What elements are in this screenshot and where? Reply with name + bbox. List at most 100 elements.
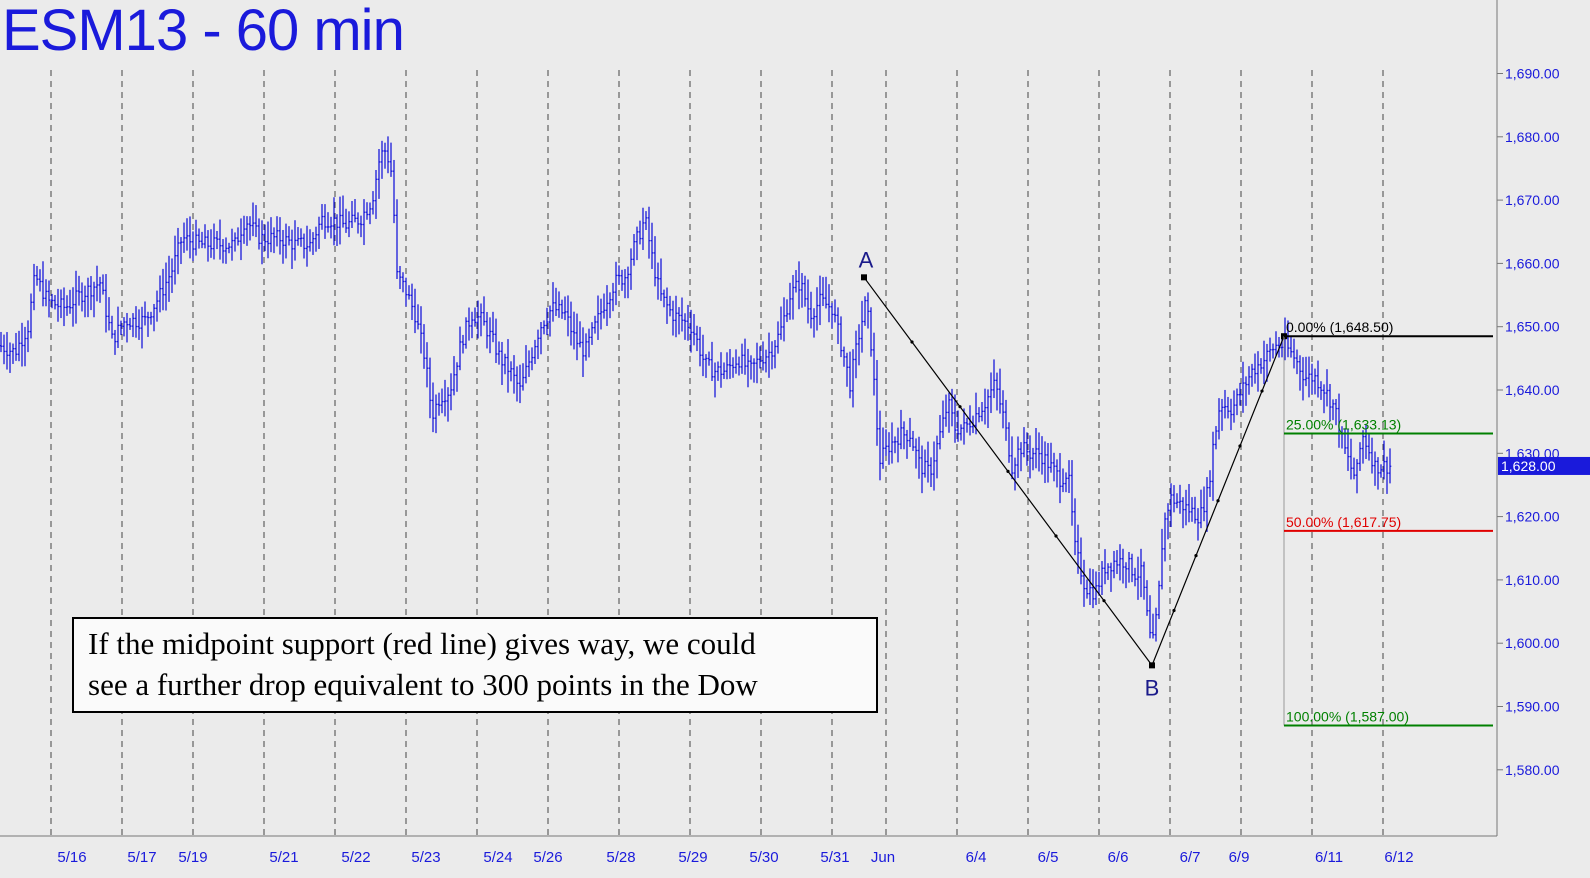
- price-bar: [659, 258, 663, 301]
- price-bar: [647, 206, 651, 259]
- price-bar: [1163, 512, 1167, 562]
- price-bar: [911, 430, 915, 451]
- price-bar: [425, 342, 429, 388]
- price-bar: [1304, 356, 1308, 387]
- price-bar: [698, 326, 702, 367]
- price-bar: [1250, 363, 1254, 387]
- price-bar: [440, 388, 444, 414]
- price-bar: [680, 297, 684, 332]
- price-bar: [122, 317, 126, 337]
- price-bar: [1178, 484, 1182, 514]
- wave-dot: [1238, 444, 1242, 448]
- price-bar: [674, 295, 678, 338]
- price-bar: [368, 202, 372, 225]
- price-bar: [290, 229, 294, 269]
- x-tick-label: 6/12: [1384, 849, 1413, 866]
- price-bar: [734, 349, 738, 374]
- price-bar: [1331, 399, 1335, 421]
- price-bar: [398, 265, 402, 290]
- price-bar: [1349, 438, 1353, 480]
- price-bar: [1220, 398, 1224, 431]
- price-bar: [188, 216, 192, 259]
- price-bar: [1382, 440, 1386, 480]
- price-bar: [185, 218, 189, 251]
- price-bar: [83, 285, 87, 318]
- price-bar: [1211, 431, 1215, 501]
- price-bar: [287, 226, 291, 246]
- price-bar: [554, 287, 558, 317]
- price-bar: [671, 300, 675, 336]
- price-bar: [1247, 366, 1251, 395]
- last-price-marker: [1498, 456, 1590, 475]
- price-bar: [254, 205, 258, 238]
- price-bar: [1265, 343, 1269, 382]
- y-tick-label: 1,620.00: [1505, 509, 1560, 525]
- price-bar: [1322, 384, 1326, 414]
- price-bar: [560, 299, 564, 319]
- price-bar: [1130, 553, 1134, 583]
- price-bar: [1361, 430, 1365, 464]
- price-bar: [875, 359, 879, 446]
- price-bar: [770, 341, 774, 370]
- price-bar: [257, 218, 261, 250]
- price-bar: [179, 237, 183, 265]
- price-bar: [842, 346, 846, 367]
- price-bar: [1019, 442, 1023, 472]
- price-bar: [1172, 485, 1176, 513]
- price-bar: [938, 415, 942, 450]
- price-bar: [518, 364, 522, 404]
- price-bar: [1073, 498, 1077, 556]
- price-bar: [953, 394, 957, 443]
- price-bar: [227, 242, 231, 254]
- price-bar: [1124, 562, 1128, 589]
- price-bar: [1208, 470, 1212, 497]
- price-bar: [527, 350, 531, 377]
- price-bar: [1367, 434, 1371, 461]
- price-bar: [224, 237, 228, 264]
- price-bar: [887, 432, 891, 465]
- price-bar: [80, 282, 84, 312]
- price-bar: [701, 334, 705, 377]
- price-bar: [755, 342, 759, 384]
- x-tick-label: 5/31: [820, 849, 849, 866]
- price-bar: [794, 270, 798, 293]
- price-bar: [209, 229, 213, 258]
- price-bar: [854, 330, 858, 379]
- price-bar: [1070, 460, 1074, 526]
- price-bar: [218, 219, 222, 260]
- price-bar: [194, 219, 198, 256]
- wave-label-b: B: [1145, 675, 1160, 700]
- price-bar: [872, 332, 876, 396]
- price-bar: [650, 222, 654, 269]
- price-bar: [539, 321, 543, 355]
- price-bar: [590, 322, 594, 345]
- price-bar: [614, 261, 618, 306]
- price-bar: [833, 299, 837, 323]
- fib-label: 0.00% (1,648.50): [1286, 319, 1393, 335]
- price-bar: [437, 392, 441, 416]
- price-bar: [56, 288, 60, 322]
- price-bar: [14, 332, 18, 361]
- price-bar: [467, 307, 471, 341]
- price-bar: [821, 277, 825, 307]
- price-bar: [470, 311, 474, 339]
- price-bar: [1022, 427, 1026, 458]
- price-bar: [569, 301, 573, 346]
- price-bar: [407, 285, 411, 300]
- price-bar: [344, 208, 348, 233]
- price-bar: [191, 231, 195, 262]
- price-bar: [128, 317, 132, 330]
- price-bar: [1274, 331, 1278, 356]
- price-bar: [1352, 457, 1356, 480]
- price-bar: [944, 394, 948, 427]
- price-bar: [584, 333, 588, 361]
- price-bar: [320, 204, 324, 230]
- price-bar: [119, 320, 123, 336]
- price-bar: [956, 410, 960, 442]
- price-bar: [1385, 456, 1389, 494]
- wave-dot: [1172, 608, 1176, 613]
- price-bar: [1235, 388, 1239, 416]
- price-bar: [1121, 548, 1125, 584]
- price-bar: [482, 296, 486, 326]
- price-bar: [260, 220, 264, 265]
